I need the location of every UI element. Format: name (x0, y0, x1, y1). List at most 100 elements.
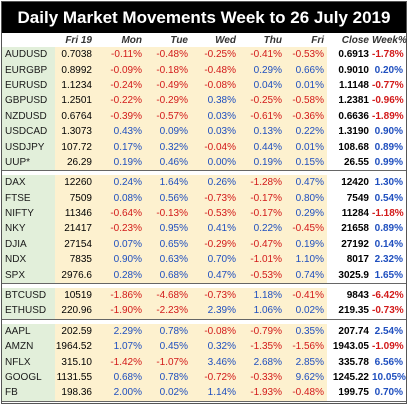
week-change-cell: -1.78% (372, 47, 406, 63)
header-cell: Fri 19 (55, 33, 95, 47)
table-row: AUDUSD 0.7038 -0.11% -0.48% -0.25% -0.41% -0.5… (2, 47, 406, 63)
daily-change-cell: -0.58% (285, 93, 327, 109)
prior-close-cell: 220.96 (55, 303, 95, 320)
table-row: FTSE 7509 0.08% 0.56% -0.73% -0.17% 0.80% 7549 0… (2, 190, 406, 206)
daily-change-cell: -0.13% (145, 205, 191, 222)
prior-close-cell: 11346 (55, 205, 95, 222)
daily-change-cell: 0.19% (285, 236, 327, 253)
prior-close-cell: 1.3073 (55, 123, 95, 140)
daily-change-cell: 0.74% (285, 267, 327, 284)
daily-change-cell: -0.72% (191, 369, 239, 386)
group-separator (2, 170, 406, 176)
prior-close-cell: 1.1234 (55, 77, 95, 94)
close-cell: 8017 (327, 252, 372, 268)
instrument-name: EURGBP (2, 62, 55, 78)
daily-change-cell: 0.65% (145, 236, 191, 253)
daily-change-cell: -2.23% (145, 303, 191, 320)
daily-change-cell: -0.79% (239, 323, 285, 340)
table-row: UUP* 26.29 0.19% 0.46% 0.00% 0.19% 0.15% 26.55 0… (2, 154, 406, 172)
daily-change-cell: -1.07% (145, 354, 191, 370)
daily-change-cell: -0.61% (239, 108, 285, 124)
table-row: EURGBP 0.8992 -0.09% -0.18% -0.48% 0.29% 0.66%… (2, 62, 406, 78)
week-change-cell: -0.77% (372, 77, 406, 94)
daily-change-cell: 0.22% (285, 123, 327, 140)
prior-close-cell: 0.6764 (55, 108, 95, 124)
table-row: SPX 2976.6 0.28% 0.68% 0.47% -0.53% 0.74% 3025.… (2, 267, 406, 284)
header-cell: Mon (95, 33, 145, 47)
prior-close-cell: 2976.6 (55, 267, 95, 284)
daily-change-cell: -0.73% (191, 190, 239, 206)
week-change-cell: 0.54% (372, 190, 406, 206)
week-change-cell: 10.05% (372, 369, 406, 386)
close-cell: 9843 (327, 287, 372, 304)
instrument-name: EURUSD (2, 77, 55, 94)
daily-change-cell: 0.90% (95, 252, 145, 268)
prior-close-cell: 21417 (55, 221, 95, 237)
daily-change-cell: 2.85% (285, 354, 327, 370)
daily-change-cell: 0.29% (285, 205, 327, 222)
daily-change-cell: -0.73% (191, 287, 239, 304)
daily-change-cell: 3.46% (191, 354, 239, 370)
instrument-name: FB (2, 385, 55, 402)
prior-close-cell: 202.59 (55, 323, 95, 340)
table-row: USDCAD 1.3073 0.43% 0.09% 0.03% 0.13% 0.22% 1.3… (2, 123, 406, 140)
daily-change-cell: -0.49% (145, 77, 191, 94)
daily-change-cell: 0.78% (145, 369, 191, 386)
prior-close-cell: 1131.55 (55, 369, 95, 386)
daily-change-cell: -0.25% (191, 47, 239, 63)
daily-change-cell: 0.47% (191, 267, 239, 284)
daily-change-cell: 0.32% (145, 139, 191, 155)
daily-change-cell: -0.41% (285, 287, 327, 304)
daily-change-cell: 0.70% (191, 252, 239, 268)
daily-change-cell: -0.11% (95, 47, 145, 63)
daily-change-cell: 0.03% (191, 108, 239, 124)
instrument-name: NKY (2, 221, 55, 237)
close-cell: 3025.9 (327, 267, 372, 284)
daily-change-cell: 0.02% (145, 385, 191, 402)
daily-change-cell: 1.18% (239, 287, 285, 304)
close-cell: 0.9010 (327, 62, 372, 78)
daily-change-cell: 0.08% (95, 190, 145, 206)
close-cell: 1943.05 (327, 339, 372, 355)
daily-change-cell: 1.07% (95, 339, 145, 355)
instrument-name: NIFTY (2, 205, 55, 222)
week-change-cell: 0.90% (372, 123, 406, 140)
table-row: NDX 7835 0.90% 0.63% 0.70% -1.01% 1.10% 8017 2.3… (2, 252, 406, 268)
table-row: AAPL 202.59 2.29% 0.78% -0.08% -0.79% 0.35% 207… (2, 323, 406, 340)
instrument-name: AAPL (2, 323, 55, 340)
week-change-cell: -1.89% (372, 108, 406, 124)
close-cell: 26.55 (327, 154, 372, 172)
daily-change-cell: -0.08% (191, 77, 239, 94)
daily-change-cell: 0.01% (285, 139, 327, 155)
header-row: Fri 19 Mon Tue Wed Thu Fri Close Week% (2, 33, 407, 47)
daily-change-cell: -0.18% (145, 62, 191, 78)
instrument-name: ETHUSD (2, 303, 55, 320)
daily-change-cell: 0.13% (239, 123, 285, 140)
daily-change-cell: 1.06% (239, 303, 285, 320)
daily-change-cell: -0.47% (239, 236, 285, 253)
daily-change-cell: 0.45% (145, 339, 191, 355)
close-cell: 21658 (327, 221, 372, 237)
daily-change-cell: 0.80% (285, 190, 327, 206)
week-change-cell: -1.09% (372, 339, 406, 355)
instrument-name: DAX (2, 175, 55, 191)
daily-change-cell: 0.38% (191, 93, 239, 109)
table-row: AMZN 1964.52 1.07% 0.45% 0.32% -1.35% -1.56% 19… (2, 339, 406, 355)
header-cell: Tue (145, 33, 191, 47)
week-change-cell: 1.65% (372, 267, 406, 284)
close-cell: 1.1148 (327, 77, 372, 94)
prior-close-cell: 1964.52 (55, 339, 95, 355)
group-separator (2, 283, 406, 288)
daily-change-cell: 0.09% (145, 123, 191, 140)
daily-change-cell: -0.17% (239, 205, 285, 222)
daily-change-cell: -0.41% (239, 47, 285, 63)
table-row: FB 198.36 2.00% 0.02% 1.14% -1.93% -0.48% 199.7… (2, 385, 406, 402)
prior-close-cell: 12260 (55, 175, 95, 191)
week-change-cell: -0.73% (372, 303, 406, 320)
daily-change-cell: 2.39% (191, 303, 239, 320)
instrument-name: FTSE (2, 190, 55, 206)
daily-change-cell: -0.09% (95, 62, 145, 78)
close-cell: 0.6636 (327, 108, 372, 124)
daily-change-cell: 0.35% (285, 323, 327, 340)
close-cell: 199.75 (327, 385, 372, 402)
